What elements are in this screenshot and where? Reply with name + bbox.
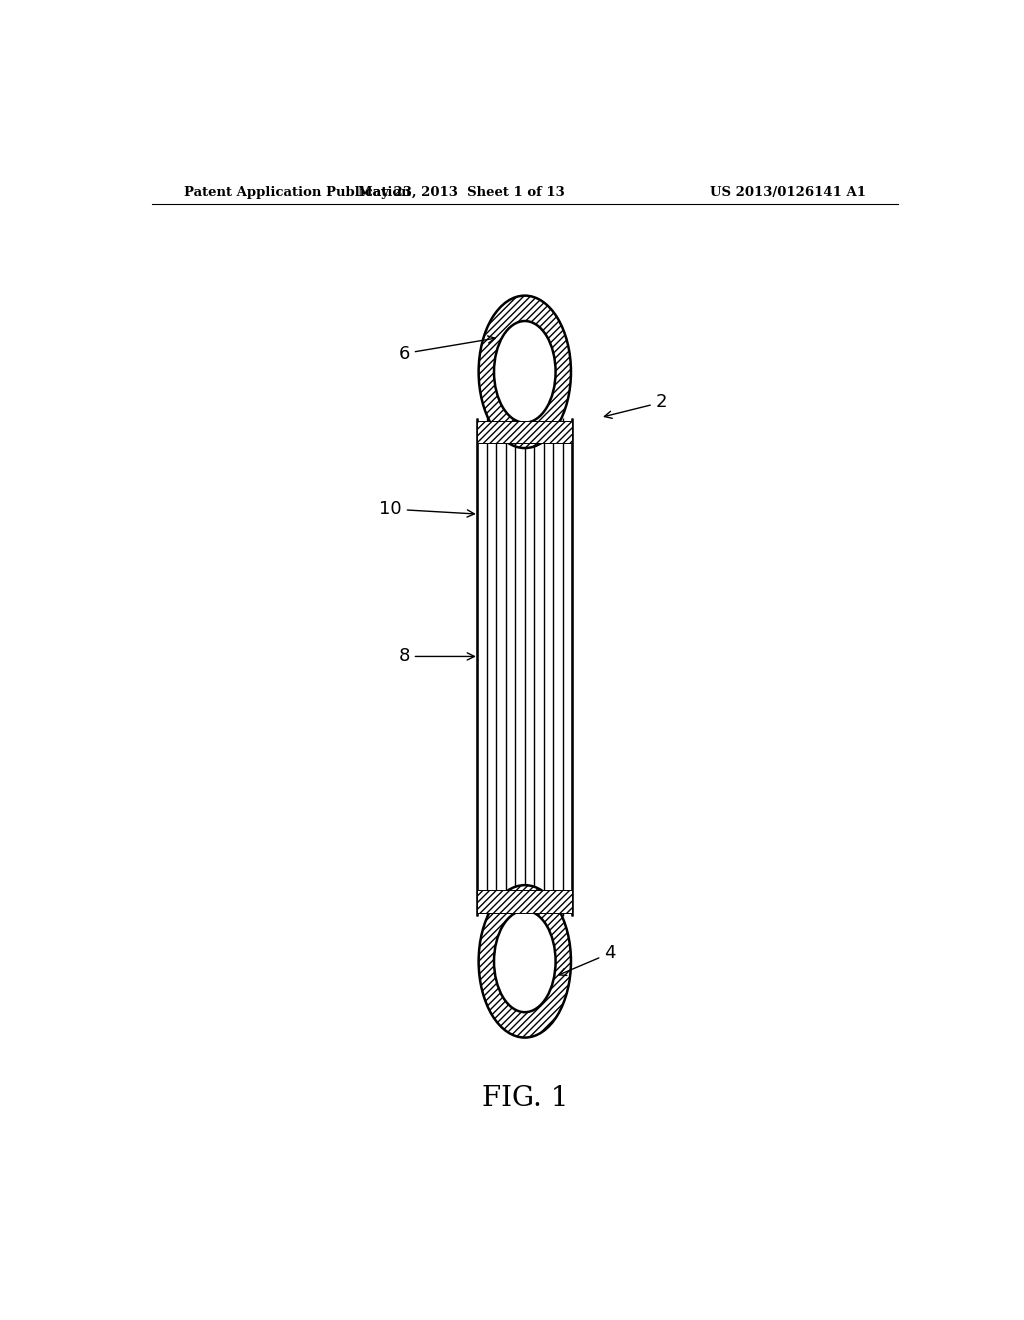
Text: FIG. 1: FIG. 1 [481,1085,568,1111]
Text: US 2013/0126141 A1: US 2013/0126141 A1 [710,186,866,199]
Text: 10: 10 [379,500,474,517]
Text: 2: 2 [604,393,668,418]
Ellipse shape [494,321,556,422]
Text: 8: 8 [398,647,474,665]
Text: Patent Application Publication: Patent Application Publication [183,186,411,199]
Bar [477,421,572,444]
Ellipse shape [494,911,556,1012]
Ellipse shape [478,886,571,1038]
Bar [477,890,572,912]
Text: 6: 6 [398,335,496,363]
Text: May 23, 2013  Sheet 1 of 13: May 23, 2013 Sheet 1 of 13 [358,186,564,199]
Text: 4: 4 [559,944,615,975]
Ellipse shape [478,296,571,447]
